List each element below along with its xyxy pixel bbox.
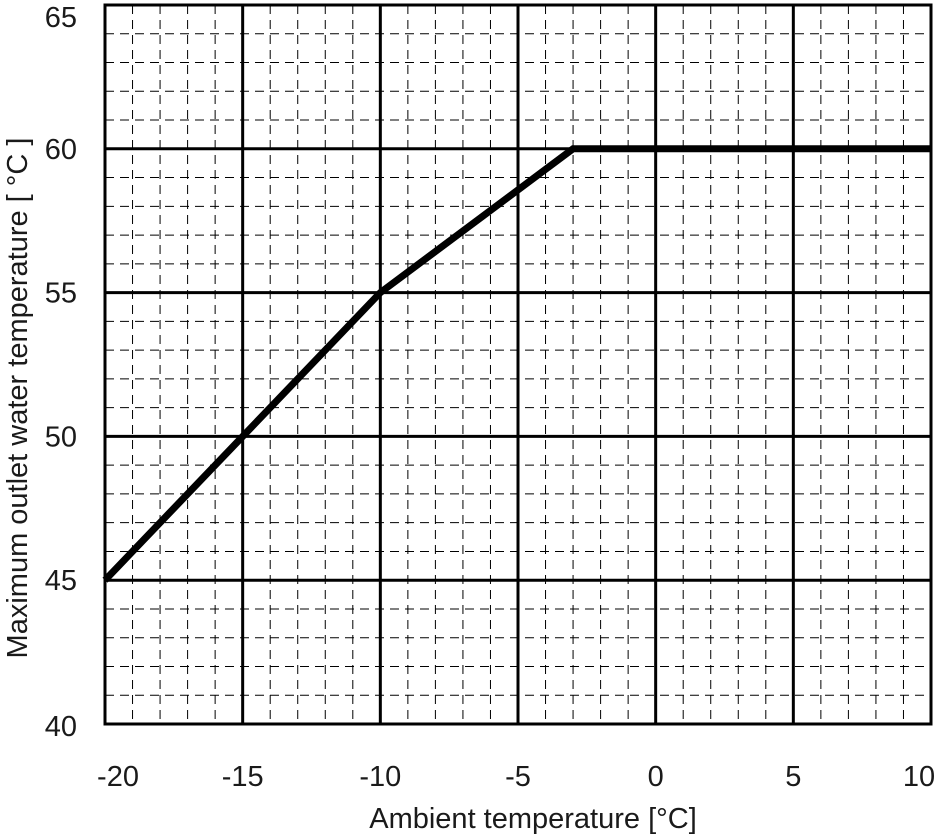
y-tick-labels: 40 45 50 55 60 65 — [45, 2, 77, 743]
x-tick-label: -15 — [222, 761, 264, 793]
series-line — [102, 145, 931, 583]
y-tick-label: 50 — [45, 421, 77, 453]
x-axis-title: Ambient temperature [°C] — [369, 803, 697, 834]
data-point — [380, 292, 381, 293]
y-tick-label: 40 — [45, 711, 77, 743]
x-tick-label: 10 — [903, 761, 935, 793]
x-tick-label: 0 — [648, 761, 664, 793]
data-point — [105, 580, 106, 581]
x-tick-label: -5 — [505, 761, 531, 793]
major-grid — [103, 3, 933, 726]
series-group — [102, 145, 932, 583]
plot-frame — [103, 3, 933, 726]
data-point — [242, 436, 243, 437]
y-axis-title: Maximum outlet water temperature [ °C ] — [2, 138, 34, 659]
y-tick-label: 65 — [45, 2, 77, 34]
plot-border — [103, 3, 933, 726]
x-tick-labels: -20 -15 -10 -5 0 5 10 — [97, 761, 935, 793]
y-tick-label: 55 — [45, 278, 77, 310]
x-tick-label: -10 — [359, 761, 401, 793]
x-tick-label: -20 — [97, 761, 139, 793]
x-tick-label: 5 — [785, 761, 801, 793]
y-tick-label: 45 — [45, 565, 77, 597]
data-point — [573, 148, 574, 149]
data-point — [931, 148, 932, 149]
y-tick-label: 60 — [45, 134, 77, 166]
